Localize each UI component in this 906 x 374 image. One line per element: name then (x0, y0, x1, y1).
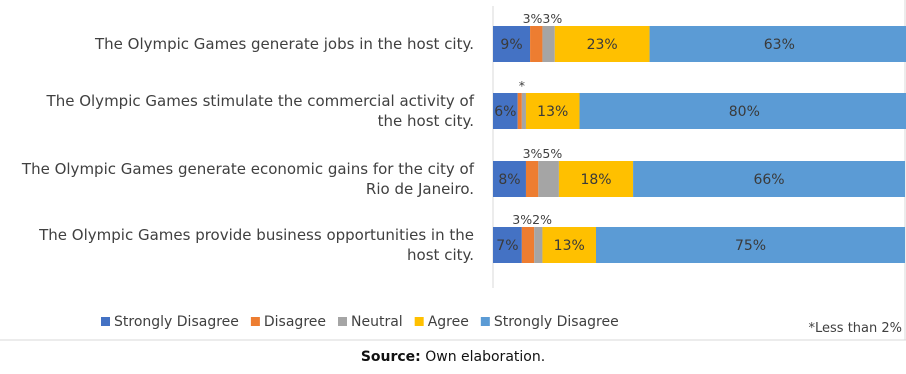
bar-segment (525, 161, 539, 197)
bar-segment (493, 161, 526, 197)
legend-entry: Strongly Disagree (114, 314, 239, 330)
bar-segment (493, 93, 518, 129)
footnote: *Less than 2% (809, 321, 903, 336)
bar-segment (517, 93, 522, 129)
data-label: 9% (500, 37, 522, 53)
bar-segment (530, 26, 543, 62)
data-label: 13% (554, 238, 585, 254)
bar-segment (542, 26, 555, 62)
data-label: 7% (496, 238, 518, 254)
category-label: the host city. (378, 112, 474, 130)
legend-swatch (101, 317, 110, 326)
legend-entry: Neutral (351, 314, 403, 330)
source-caption: Source: Own elaboration. (0, 349, 906, 365)
legend-entry: Agree (428, 314, 469, 330)
data-label: 23% (587, 37, 618, 53)
category-label: The Olympic Games generate economic gain… (21, 160, 475, 178)
bar-segment (596, 227, 905, 263)
small-segment-label: 3%2% (512, 212, 552, 227)
data-label: 13% (537, 104, 568, 120)
legend-entry: Disagree (264, 314, 326, 330)
category-label: The Olympic Games provide business oppor… (38, 226, 474, 244)
legend-swatch (480, 317, 490, 326)
data-label: 75% (735, 238, 766, 254)
category-label: The Olympic Games generate jobs in the h… (94, 35, 474, 53)
data-label: 66% (753, 172, 784, 188)
source-label: Source: (360, 349, 421, 365)
bar-segment (493, 227, 522, 263)
category-label: The Olympic Games stimulate the commerci… (46, 92, 475, 110)
legend-swatch (338, 317, 347, 326)
legend-swatch (250, 317, 260, 326)
bar-segment (649, 26, 906, 62)
bar-segment (554, 26, 650, 62)
source-text: Own elaboration. (420, 349, 546, 365)
bar-segment (538, 161, 559, 197)
data-label: 8% (498, 172, 520, 188)
category-label: Rio de Janeiro. (366, 180, 474, 198)
legend-swatch (414, 317, 424, 326)
category-label: host city. (407, 246, 474, 264)
legend-entry: Strongly Disagree (494, 314, 619, 330)
data-label: 63% (764, 37, 795, 53)
bar-segment (521, 93, 526, 129)
data-label: 80% (729, 104, 760, 120)
data-label: 18% (580, 172, 611, 188)
bar-segment (633, 161, 905, 197)
bar-segment (493, 26, 531, 62)
small-segment-label: * (519, 78, 525, 93)
bar-segment (542, 227, 596, 263)
bar-segment (558, 161, 634, 197)
bar-segment (579, 93, 906, 129)
small-segment-label: 3%5% (523, 146, 563, 161)
bar-segment (521, 227, 535, 263)
bar-segment (534, 227, 543, 263)
data-label: 6% (494, 104, 516, 120)
bar-segment (525, 93, 580, 129)
small-segment-label: 3%3% (523, 11, 563, 26)
